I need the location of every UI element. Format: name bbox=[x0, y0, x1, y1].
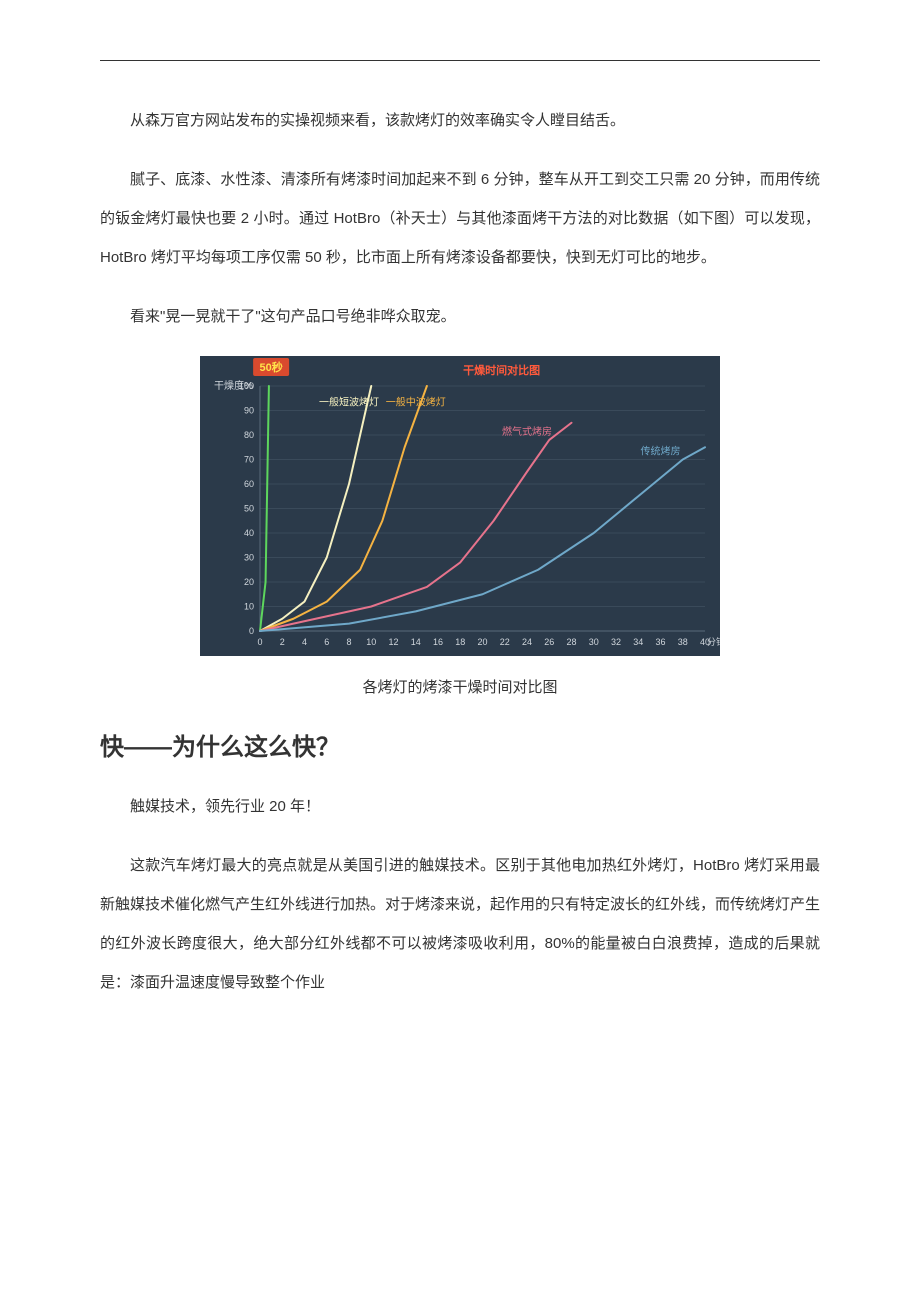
paragraph-2: 腻子、底漆、水性漆、清漆所有烤漆时间加起来不到 6 分钟，整车从开工到交工只需 … bbox=[100, 160, 820, 277]
drying-time-chart: 0102030405060708090100024681012141618202… bbox=[200, 356, 720, 656]
svg-text:20: 20 bbox=[244, 577, 254, 587]
paragraph-5: 这款汽车烤灯最大的亮点就是从美国引进的触媒技术。区别于其他电加热红外烤灯，Hot… bbox=[100, 846, 820, 1002]
svg-text:10: 10 bbox=[244, 602, 254, 612]
svg-text:分钟: 分钟 bbox=[707, 636, 720, 647]
svg-text:18: 18 bbox=[455, 637, 465, 647]
svg-text:28: 28 bbox=[566, 637, 576, 647]
svg-text:12: 12 bbox=[388, 637, 398, 647]
svg-text:60: 60 bbox=[244, 479, 254, 489]
svg-text:传统烤房: 传统烤房 bbox=[641, 445, 681, 458]
svg-text:70: 70 bbox=[244, 455, 254, 465]
svg-text:一般短波烤灯: 一般短波烤灯 bbox=[319, 396, 379, 409]
svg-text:50: 50 bbox=[244, 504, 254, 514]
paragraph-4: 触媒技术，领先行业 20 年！ bbox=[100, 787, 820, 826]
top-rule bbox=[100, 60, 820, 61]
svg-text:6: 6 bbox=[324, 637, 329, 647]
svg-text:36: 36 bbox=[655, 637, 665, 647]
section-heading: 快——为什么这么快？ bbox=[100, 727, 820, 762]
svg-text:燃气式烤房: 燃气式烤房 bbox=[502, 425, 552, 438]
svg-text:80: 80 bbox=[244, 430, 254, 440]
chart-caption: 各烤灯的烤漆干燥时间对比图 bbox=[100, 676, 820, 697]
svg-text:50秒: 50秒 bbox=[260, 360, 283, 374]
svg-text:38: 38 bbox=[678, 637, 688, 647]
svg-text:26: 26 bbox=[544, 637, 554, 647]
svg-text:32: 32 bbox=[611, 637, 621, 647]
paragraph-3: 看来"晃一晃就干了"这句产品口号绝非哗众取宠。 bbox=[100, 297, 820, 336]
svg-text:干燥度%: 干燥度% bbox=[214, 379, 253, 392]
svg-text:20: 20 bbox=[477, 637, 487, 647]
svg-text:22: 22 bbox=[500, 637, 510, 647]
svg-text:34: 34 bbox=[633, 637, 643, 647]
svg-text:0: 0 bbox=[249, 626, 254, 636]
paragraph-1: 从森万官方网站发布的实操视频来看，该款烤灯的效率确实令人瞠目结舌。 bbox=[100, 101, 820, 140]
svg-text:14: 14 bbox=[411, 637, 421, 647]
svg-text:8: 8 bbox=[346, 637, 351, 647]
svg-text:24: 24 bbox=[522, 637, 532, 647]
svg-text:40: 40 bbox=[244, 528, 254, 538]
svg-text:16: 16 bbox=[433, 637, 443, 647]
svg-text:10: 10 bbox=[366, 637, 376, 647]
svg-text:干燥时间对比图: 干燥时间对比图 bbox=[463, 363, 540, 377]
svg-text:30: 30 bbox=[589, 637, 599, 647]
svg-text:一般中波烤灯: 一般中波烤灯 bbox=[386, 396, 446, 409]
svg-text:90: 90 bbox=[244, 406, 254, 416]
svg-text:4: 4 bbox=[302, 637, 307, 647]
svg-text:30: 30 bbox=[244, 553, 254, 563]
svg-text:2: 2 bbox=[280, 637, 285, 647]
svg-text:0: 0 bbox=[257, 637, 262, 647]
